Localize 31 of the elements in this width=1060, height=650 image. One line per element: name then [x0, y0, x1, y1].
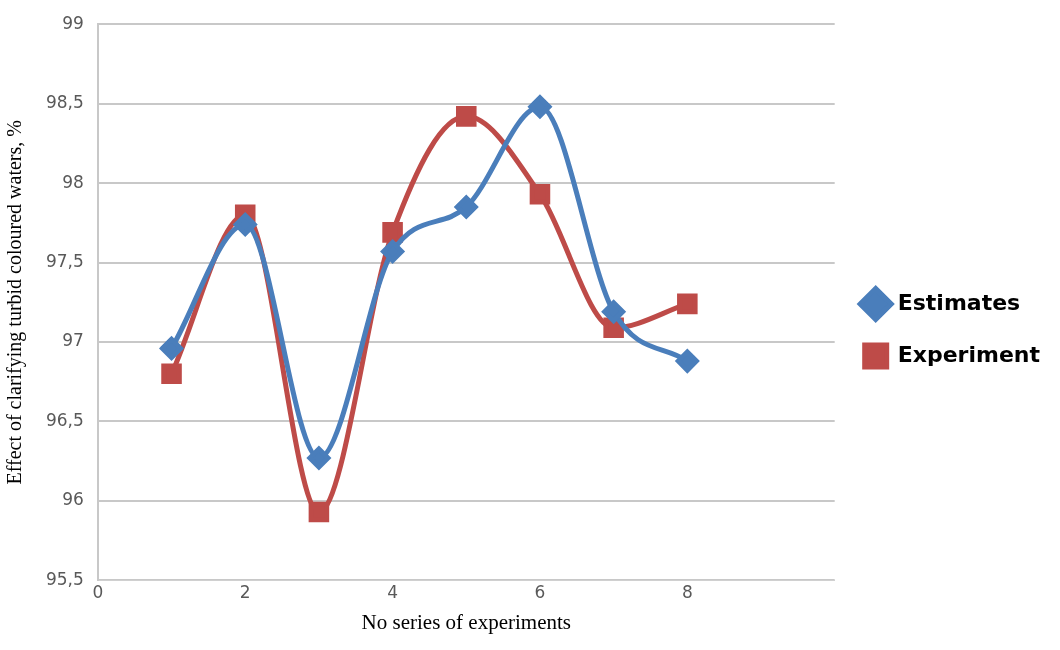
- x-tick-label: 8: [681, 582, 693, 603]
- x-axis-title: No series of experiments: [361, 609, 571, 634]
- point: [161, 363, 182, 385]
- point: [382, 222, 403, 243]
- point: [456, 106, 477, 127]
- y-tick-label: 99: [62, 12, 84, 33]
- y-tick-label: 96: [62, 489, 84, 510]
- y-axis-title: Effect of clarifying turbid coloured waters, %: [3, 120, 27, 485]
- y-tick-label: 96,5: [45, 409, 84, 430]
- y-tick-label: 98: [62, 171, 84, 192]
- x-tick-label: 4: [387, 582, 398, 603]
- point: [529, 183, 551, 205]
- y-tick-label: 95,5: [45, 568, 84, 589]
- point: [528, 95, 552, 119]
- point: [233, 212, 257, 236]
- point: [308, 501, 330, 523]
- y-tick-label: 97: [62, 330, 84, 351]
- point: [677, 293, 698, 315]
- point: [160, 336, 184, 360]
- y-tick-label: 98,5: [45, 92, 84, 113]
- legend-label: Estimates: [897, 289, 1021, 315]
- point: [602, 300, 626, 324]
- x-tick-label: 2: [239, 582, 251, 603]
- point: [381, 239, 405, 263]
- x-tick-label: 6: [534, 582, 546, 603]
- legend-label: Experiment: [897, 341, 1041, 367]
- point: [675, 349, 699, 373]
- point: [454, 195, 478, 219]
- x-tick-label: 0: [92, 582, 104, 603]
- y-tick-label: 97,5: [45, 250, 84, 271]
- point: [307, 446, 331, 470]
